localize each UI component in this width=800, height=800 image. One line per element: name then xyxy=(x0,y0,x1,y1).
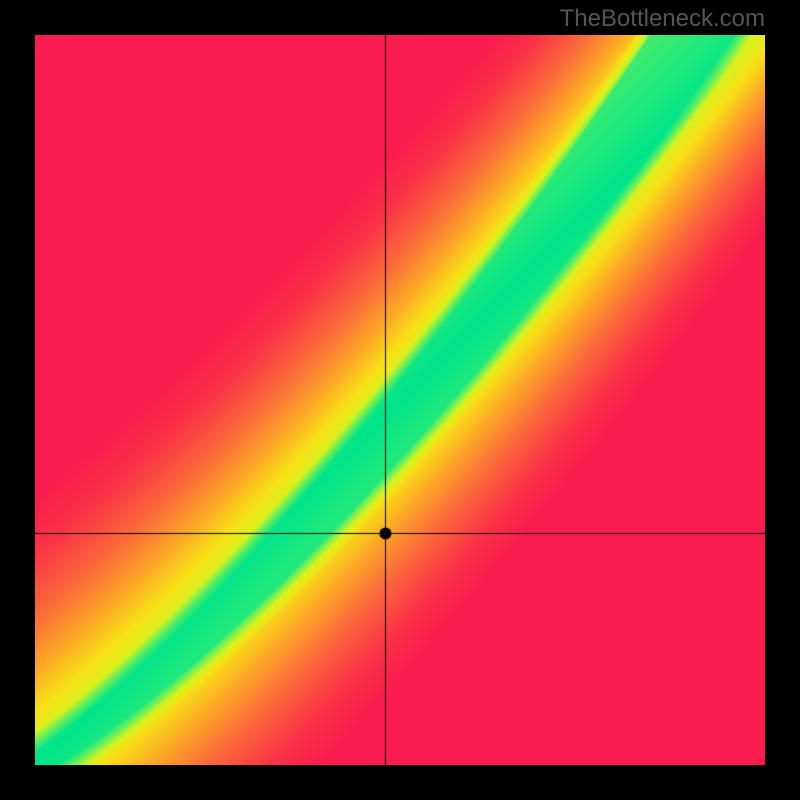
watermark-text: TheBottleneck.com xyxy=(560,5,765,33)
heatmap-canvas xyxy=(35,35,765,765)
chart-root: TheBottleneck.com xyxy=(0,0,800,800)
